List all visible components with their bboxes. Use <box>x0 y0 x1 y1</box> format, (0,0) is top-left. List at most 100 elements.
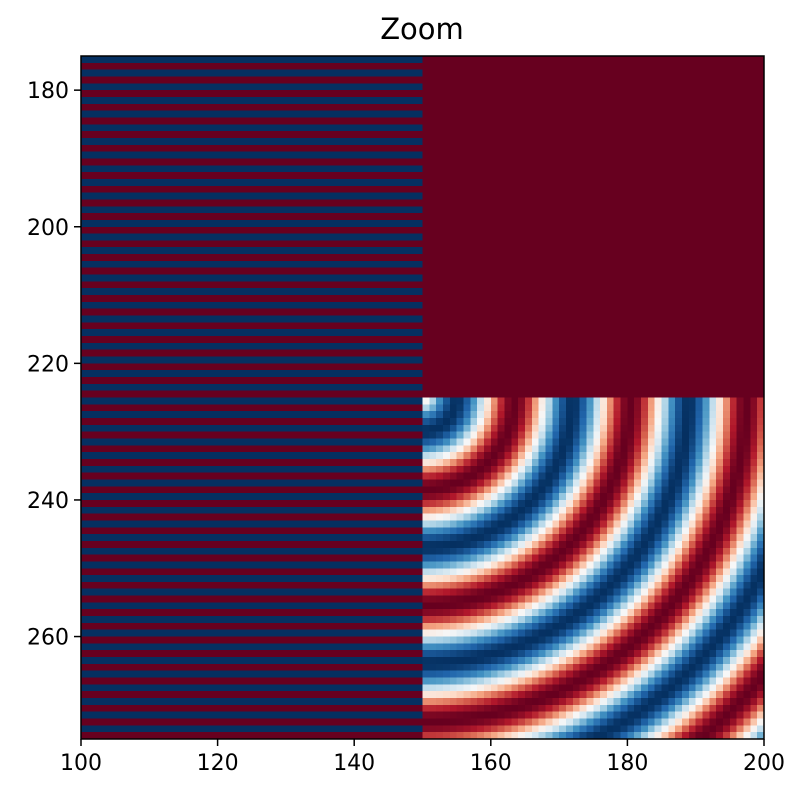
heatmap-wave-cell <box>647 588 656 596</box>
heatmap-wave-cell <box>559 643 567 651</box>
heatmap-wave-cell <box>490 732 498 740</box>
heatmap-wave-cell <box>422 663 430 671</box>
heatmap-wave-cell <box>449 691 457 699</box>
heatmap-wave-cell <box>477 575 485 583</box>
heatmap-wave-cell <box>661 595 669 603</box>
heatmap-wave-cell <box>524 629 533 637</box>
heatmap-wave-cell <box>613 397 621 405</box>
heatmap-wave-cell <box>743 452 751 460</box>
heatmap-wave-cell <box>743 404 751 412</box>
heatmap-wave-cell <box>695 493 703 501</box>
heatmap-wave-cell <box>463 438 471 446</box>
heatmap-wave-cell <box>579 527 587 535</box>
heatmap-wave-cell <box>620 445 628 453</box>
heatmap-wave-cell <box>757 458 765 467</box>
heatmap-wave-cell <box>702 404 710 412</box>
heatmap-wave-cell <box>606 684 615 692</box>
heatmap-wave-cell <box>736 704 744 712</box>
heatmap-wave-cell <box>675 534 683 542</box>
heatmap-wave-cell <box>497 561 505 569</box>
heatmap-wave-cell <box>723 732 731 740</box>
heatmap-wave-cell <box>606 609 615 617</box>
heatmap-wave-cell <box>422 650 430 658</box>
heatmap-wave-cell <box>647 616 656 624</box>
heatmap-wave-cell <box>682 616 690 624</box>
heatmap-wave-cell <box>422 575 430 583</box>
heatmap-wave-cell <box>729 486 737 494</box>
heatmap-wave-cell <box>538 479 546 487</box>
heatmap-wave-cell <box>463 663 471 671</box>
heatmap-stripe-row <box>81 636 423 644</box>
heatmap-stripe-row <box>81 62 423 70</box>
heatmap-wave-cell <box>504 698 512 706</box>
heatmap-wave-cell <box>641 561 649 569</box>
heatmap-wave-cell <box>559 527 567 535</box>
heatmap-wave-cell <box>709 417 717 426</box>
heatmap-wave-cell <box>613 650 621 658</box>
heatmap-stripe-row <box>81 411 423 419</box>
heatmap-wave-cell <box>442 472 451 480</box>
heatmap-wave-cell <box>552 561 560 569</box>
heatmap-wave-cell <box>518 513 526 521</box>
heatmap-wave-cell <box>668 691 676 699</box>
heatmap-wave-cell <box>586 670 594 678</box>
heatmap-wave-cell <box>531 643 539 651</box>
heatmap-wave-cell <box>449 561 457 569</box>
heatmap-wave-cell <box>675 493 683 501</box>
heatmap-wave-cell <box>647 493 656 501</box>
heatmap-wave-cell <box>736 411 744 419</box>
heatmap-wave-cell <box>723 397 731 405</box>
heatmap-wave-cell <box>729 554 737 562</box>
heatmap-wave-cell <box>661 493 669 501</box>
heatmap-wave-cell <box>627 636 635 644</box>
heatmap-wave-cell <box>729 472 737 480</box>
heatmap-wave-cell <box>675 452 683 460</box>
heatmap-wave-cell <box>524 691 533 699</box>
heatmap-wave-cell <box>743 616 751 624</box>
heatmap-wave-cell <box>429 486 437 494</box>
heatmap-wave-cell <box>600 520 608 528</box>
heatmap-wave-cell <box>716 520 724 528</box>
heatmap-wave-cell <box>422 677 430 685</box>
heatmap-wave-cell <box>654 561 662 569</box>
heatmap-wave-cell <box>497 458 505 467</box>
heatmap-wave-cell <box>641 711 649 719</box>
heatmap-wave-cell <box>538 711 546 719</box>
heatmap-wave-cell <box>442 452 451 460</box>
heatmap-wave-cell <box>579 732 587 740</box>
heatmap-wave-cell <box>559 404 567 412</box>
heatmap-stripe-row <box>81 295 423 303</box>
heatmap-wave-cell <box>442 520 451 528</box>
heatmap-wave-cell <box>511 527 519 535</box>
heatmap-wave-cell <box>709 684 717 692</box>
heatmap-wave-cell <box>483 636 492 644</box>
heatmap-wave-cell <box>483 677 492 685</box>
heatmap-wave-cell <box>524 711 533 719</box>
heatmap-wave-cell <box>545 663 553 671</box>
heatmap-wave-cell <box>606 698 615 706</box>
heatmap-wave-cell <box>579 493 587 501</box>
heatmap-wave-cell <box>429 445 437 453</box>
heatmap-wave-cell <box>716 684 724 692</box>
heatmap-wave-cell <box>422 622 430 631</box>
heatmap-wave-cell <box>586 438 594 446</box>
heatmap-wave-cell <box>743 438 751 446</box>
heatmap-wave-cell <box>477 622 485 631</box>
heatmap-wave-cell <box>436 629 444 637</box>
heatmap-wave-cell <box>743 397 751 405</box>
heatmap-wave-cell <box>511 534 519 542</box>
heatmap-wave-cell <box>586 561 594 569</box>
heatmap-wave-cell <box>579 602 587 610</box>
heatmap-wave-cell <box>470 561 478 569</box>
heatmap-wave-cell <box>449 417 457 426</box>
heatmap-wave-cell <box>477 499 485 508</box>
heatmap-wave-cell <box>524 588 533 596</box>
heatmap-wave-cell <box>429 698 437 706</box>
heatmap-wave-cell <box>572 670 580 678</box>
heatmap-wave-cell <box>668 581 676 590</box>
heatmap-wave-cell <box>483 493 492 501</box>
heatmap-wave-cell <box>668 506 676 514</box>
heatmap-stripe-row <box>81 274 423 282</box>
heatmap-wave-cell <box>422 540 430 549</box>
heatmap-wave-cell <box>490 431 498 439</box>
